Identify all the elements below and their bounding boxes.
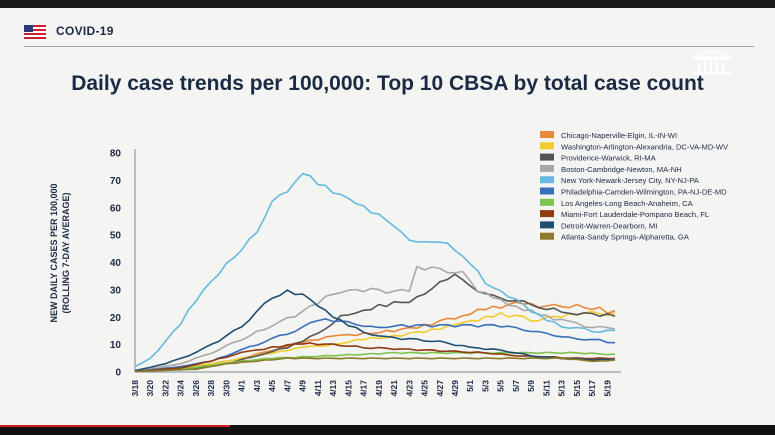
x-tick-label: 4/29: [450, 380, 460, 397]
legend-label: New York-Newark-Jersey City, NY-NJ-PA: [561, 176, 700, 185]
x-tick-label: 4/9: [298, 380, 308, 392]
x-tick-label: 4/21: [389, 380, 399, 397]
y-tick-label: 0: [115, 368, 121, 379]
x-tick-label: 5/5: [496, 380, 506, 392]
legend-label: Detroit-Warren-Dearborn, MI: [561, 221, 657, 230]
legend-swatch: [540, 187, 554, 195]
y-tick-label: 80: [110, 149, 122, 160]
y-ticks: 0 10 20 30 40 50 60 70 80: [110, 149, 122, 379]
x-tick-label: 4/11: [313, 380, 323, 396]
axes: [134, 149, 621, 373]
chart-title: Daily case trends per 100,000: Top 10 CB…: [71, 72, 704, 95]
legend-swatch: [540, 176, 554, 184]
series-line-8: [134, 289, 616, 372]
y-tick-label: 50: [110, 231, 122, 242]
x-tick-label: 3/30: [221, 380, 231, 397]
x-tick-label: 4/25: [420, 380, 430, 397]
legend-label: Philadelphia-Camden-Wilmington, PA-NJ-DE…: [561, 188, 727, 197]
legend-swatch: [540, 221, 554, 229]
legend: Chicago-Naperville-Elgin, IL-IN-WI Washin…: [540, 131, 729, 242]
x-tick-label: 3/22: [160, 380, 170, 397]
x-tick-label: 5/11: [541, 380, 551, 396]
x-tick-label: 5/9: [526, 380, 536, 392]
legend-swatch: [540, 210, 554, 218]
legend-swatch: [540, 164, 554, 172]
bottom-progress-line: [0, 425, 230, 427]
section-label: COVID-19: [56, 24, 114, 38]
x-tick-label: 5/15: [572, 380, 582, 397]
x-tick-label: 4/17: [359, 380, 369, 397]
series-line-0: [134, 301, 616, 372]
x-tick-label: 3/20: [145, 380, 155, 397]
x-tick-label: 4/7: [282, 380, 292, 392]
x-tick-label: 4/5: [267, 380, 277, 392]
legend-label: Atlanta-Sandy Springs-Alpharetta, GA: [561, 233, 690, 242]
top-bar: [0, 0, 775, 8]
y-tick-label: 20: [110, 313, 122, 324]
x-tick-label: 3/18: [130, 380, 140, 397]
series-line-1: [134, 310, 616, 372]
us-flag-icon: [24, 25, 46, 39]
bottom-bar: [0, 425, 775, 435]
y-tick-label: 30: [110, 285, 122, 296]
x-tick-label: 4/27: [435, 380, 445, 397]
y-axis-label-line-2: (ROLLING 7-DAY AVERAGE): [61, 192, 71, 313]
legend-label: Miami-Fort Lauderdale-Pompano Beach, FL: [561, 210, 709, 219]
legend-swatch: [540, 232, 554, 240]
x-tick-label: 4/15: [343, 380, 353, 397]
x-tick-label: 3/24: [176, 380, 186, 397]
y-axis-label-line-1: NEW DAILY CASES PER 100,000: [49, 183, 59, 322]
legend-label: Los Angeles-Long Beach-Anaheim, CA: [561, 199, 694, 208]
y-tick-label: 40: [110, 258, 122, 269]
x-ticks: 3/18 3/20 3/22 3/24 3/26 3/28 3/30 4/1 4/3 4/5 4/7…: [130, 380, 612, 397]
x-tick-label: 5/7: [511, 380, 521, 392]
series-lines: [134, 172, 616, 373]
y-axis-label: NEW DAILY CASES PER 100,000 (ROLLING 7-D…: [49, 183, 71, 322]
series-line-4: [134, 172, 616, 368]
series-line-9: [134, 357, 616, 373]
x-tick-label: 3/28: [206, 380, 216, 397]
x-tick-label: 4/3: [252, 380, 262, 392]
white-house-seal-icon: [692, 49, 732, 74]
x-tick-label: 4/1: [237, 380, 247, 392]
y-tick-label: 10: [110, 340, 122, 351]
x-tick-label: 5/1: [465, 380, 475, 392]
header-divider: [24, 46, 754, 47]
legend-label: Providence-Warwick, RI-MA: [561, 154, 657, 163]
x-tick-label: 4/13: [328, 380, 338, 397]
legend-swatch: [540, 198, 554, 206]
x-tick-label: 4/19: [374, 380, 384, 397]
legend-label: Chicago-Naperville-Elgin, IL-IN-WI: [561, 131, 677, 140]
y-tick-label: 60: [110, 203, 122, 214]
legend-swatch: [540, 131, 554, 138]
series-line-6: [134, 351, 616, 373]
x-tick-label: 5/3: [480, 380, 490, 392]
legend-label: Washington-Arlington-Alexandria, DC-VA-M…: [561, 142, 729, 151]
x-tick-label: 5/13: [557, 380, 567, 397]
x-tick-label: 5/17: [587, 380, 597, 397]
x-tick-label: 3/26: [191, 380, 201, 397]
y-tick-label: 70: [110, 176, 122, 187]
x-tick-label: 5/19: [602, 380, 612, 397]
x-tick-label: 4/23: [404, 380, 414, 397]
legend-label: Boston-Cambridge-Newton, MA-NH: [561, 165, 682, 174]
legend-swatch: [540, 142, 554, 150]
legend-swatch: [540, 153, 554, 161]
